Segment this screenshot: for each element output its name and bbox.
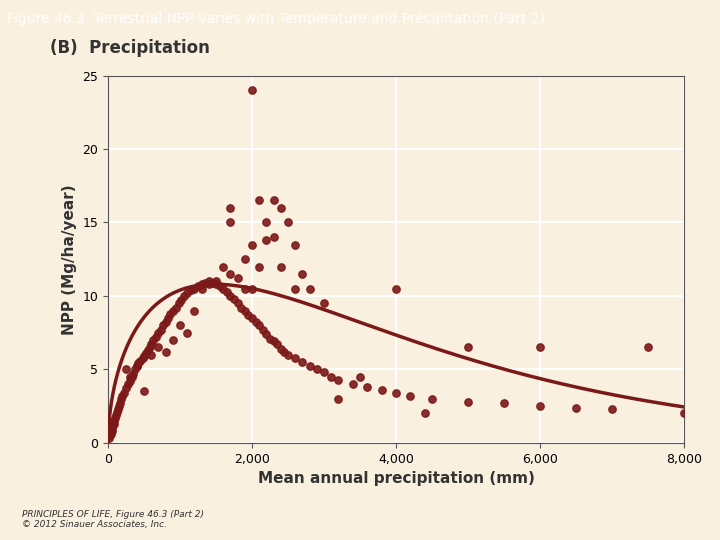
Point <box>246 240 258 249</box>
Point <box>534 402 546 410</box>
Point <box>192 281 204 290</box>
Point <box>199 279 211 287</box>
Point <box>185 286 197 294</box>
Point <box>126 373 138 381</box>
Point <box>106 427 117 435</box>
Point <box>127 369 139 378</box>
Point <box>225 292 236 300</box>
Point <box>145 350 157 359</box>
Point <box>173 299 184 308</box>
Point <box>225 269 236 278</box>
Point <box>189 306 200 315</box>
Point <box>124 377 135 386</box>
Point <box>390 284 402 293</box>
Point <box>160 347 171 356</box>
Point <box>297 357 308 366</box>
Point <box>534 343 546 352</box>
Point <box>606 404 618 413</box>
Point <box>113 402 125 410</box>
Point <box>176 296 187 305</box>
Point <box>304 284 315 293</box>
Point <box>111 408 122 416</box>
Point <box>135 356 146 365</box>
Point <box>570 403 582 412</box>
X-axis label: Mean annual precipitation (mm): Mean annual precipitation (mm) <box>258 471 534 486</box>
Point <box>678 409 690 418</box>
Point <box>160 318 171 327</box>
Point <box>235 303 247 312</box>
Point <box>110 410 122 419</box>
Point <box>325 373 337 381</box>
Point <box>282 218 294 227</box>
Point <box>246 86 258 94</box>
Point <box>347 380 359 388</box>
Point <box>179 292 190 300</box>
Text: Figure 46.3  Terrestrial NPP Varies with Temperature and Precipitation (Part 2): Figure 46.3 Terrestrial NPP Varies with … <box>7 12 545 26</box>
Point <box>217 284 229 293</box>
Point <box>304 362 315 371</box>
Point <box>181 328 193 337</box>
Point <box>196 284 207 293</box>
Point <box>289 240 301 249</box>
Point <box>105 430 117 438</box>
Point <box>157 321 168 329</box>
Point <box>203 280 215 288</box>
Point <box>228 294 240 303</box>
Point <box>120 384 132 393</box>
Point <box>268 196 279 205</box>
Point <box>246 284 258 293</box>
Point <box>140 349 152 357</box>
Point <box>289 353 301 362</box>
Point <box>143 346 154 355</box>
Point <box>390 389 402 397</box>
Point <box>122 380 134 388</box>
Point <box>239 255 251 264</box>
Point <box>271 340 283 349</box>
Text: (B)  Precipitation: (B) Precipitation <box>50 39 210 57</box>
Point <box>150 333 161 341</box>
Text: PRINCIPLES OF LIFE, Figure 46.3 (Part 2)
© 2012 Sinauer Associates, Inc.: PRINCIPLES OF LIFE, Figure 46.3 (Part 2)… <box>22 510 204 529</box>
Point <box>162 314 174 322</box>
Point <box>217 262 229 271</box>
Point <box>498 399 510 408</box>
Point <box>282 350 294 359</box>
Point <box>243 310 254 319</box>
Point <box>268 337 279 346</box>
Point <box>153 328 164 337</box>
Point <box>261 330 272 339</box>
Point <box>167 336 179 345</box>
Point <box>167 306 179 315</box>
Point <box>289 284 301 293</box>
Point <box>376 386 387 394</box>
Point <box>114 399 125 408</box>
Point <box>268 233 279 241</box>
Point <box>297 269 308 278</box>
Point <box>264 334 276 343</box>
Point <box>145 340 157 349</box>
Point <box>138 387 150 396</box>
Point <box>232 299 243 308</box>
Point <box>333 375 344 384</box>
Point <box>196 280 207 288</box>
Point <box>361 383 373 391</box>
Point <box>232 274 243 282</box>
Point <box>419 409 431 418</box>
Point <box>108 420 120 428</box>
Point <box>214 281 225 290</box>
Point <box>120 365 132 374</box>
Point <box>117 392 128 400</box>
Point <box>318 368 330 376</box>
Point <box>275 204 287 212</box>
Point <box>107 421 119 429</box>
Point <box>275 345 287 353</box>
Point <box>225 218 236 227</box>
Point <box>138 352 150 361</box>
Point <box>462 343 474 352</box>
Point <box>132 359 144 368</box>
Point <box>118 389 130 397</box>
Point <box>189 284 200 293</box>
Point <box>250 318 261 327</box>
Point <box>253 262 265 271</box>
Point <box>311 365 323 374</box>
Point <box>426 394 438 403</box>
